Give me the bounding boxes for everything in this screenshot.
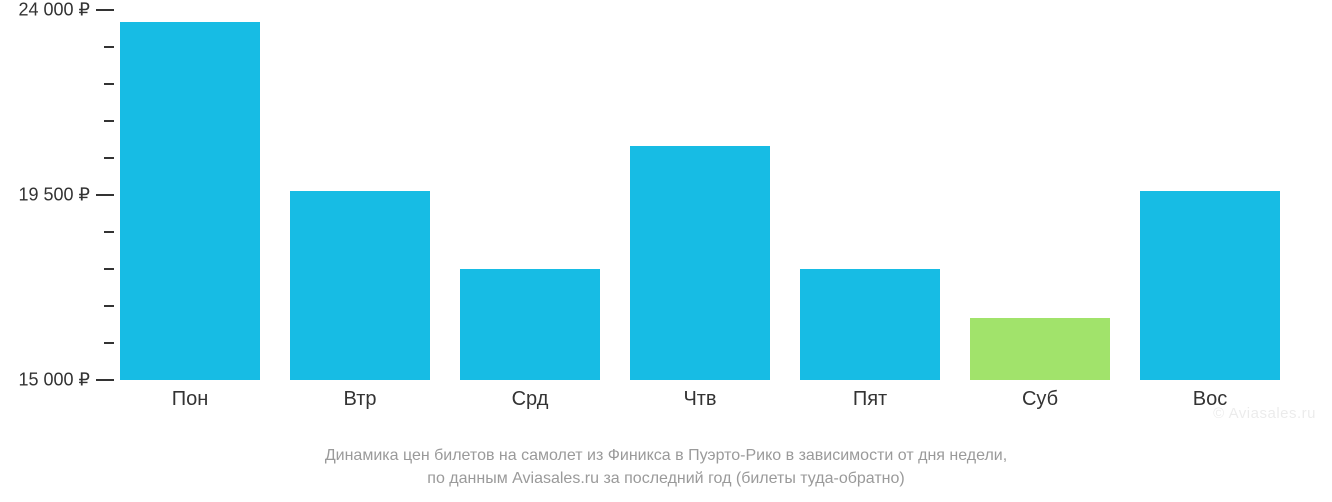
y-major-tick [96,9,114,11]
chart-caption: Динамика цен билетов на самолет из Финик… [0,444,1332,490]
x-axis-label: Срд [512,388,549,411]
y-axis: 15 000 ₽19 500 ₽24 000 ₽ [0,10,120,380]
bar [460,269,600,380]
x-axis-label: Пон [172,388,209,411]
bar [1140,191,1280,380]
x-axis-label: Чтв [683,388,716,411]
y-major-tick [96,194,114,196]
x-axis-label: Пят [853,388,887,411]
y-axis-label: 19 500 ₽ [18,185,90,206]
y-minor-tick [104,305,114,307]
bar [120,22,260,380]
y-minor-tick [104,231,114,233]
price-by-weekday-chart: 15 000 ₽19 500 ₽24 000 ₽ ПонВтрСрдЧтвПят… [0,0,1332,502]
plot-area [120,10,1310,380]
watermark: © Aviasales.ru [1213,405,1316,422]
bar [800,269,940,380]
y-minor-tick [104,120,114,122]
y-minor-tick [104,268,114,270]
y-minor-tick [104,83,114,85]
y-minor-tick [104,46,114,48]
y-axis-label: 24 000 ₽ [18,0,90,21]
caption-line-1: Динамика цен билетов на самолет из Финик… [20,444,1312,467]
bars-container [120,10,1310,380]
bar [290,191,430,380]
bar [970,318,1110,380]
x-axis-labels: ПонВтрСрдЧтвПятСубВос [120,388,1310,418]
caption-line-2: по данным Aviasales.ru за последний год … [20,467,1312,490]
y-axis-label: 15 000 ₽ [18,370,90,391]
x-axis-label: Втр [344,388,377,411]
y-major-tick [96,379,114,381]
y-minor-tick [104,157,114,159]
x-axis-label: Суб [1022,388,1058,411]
y-minor-tick [104,342,114,344]
bar [630,146,770,380]
